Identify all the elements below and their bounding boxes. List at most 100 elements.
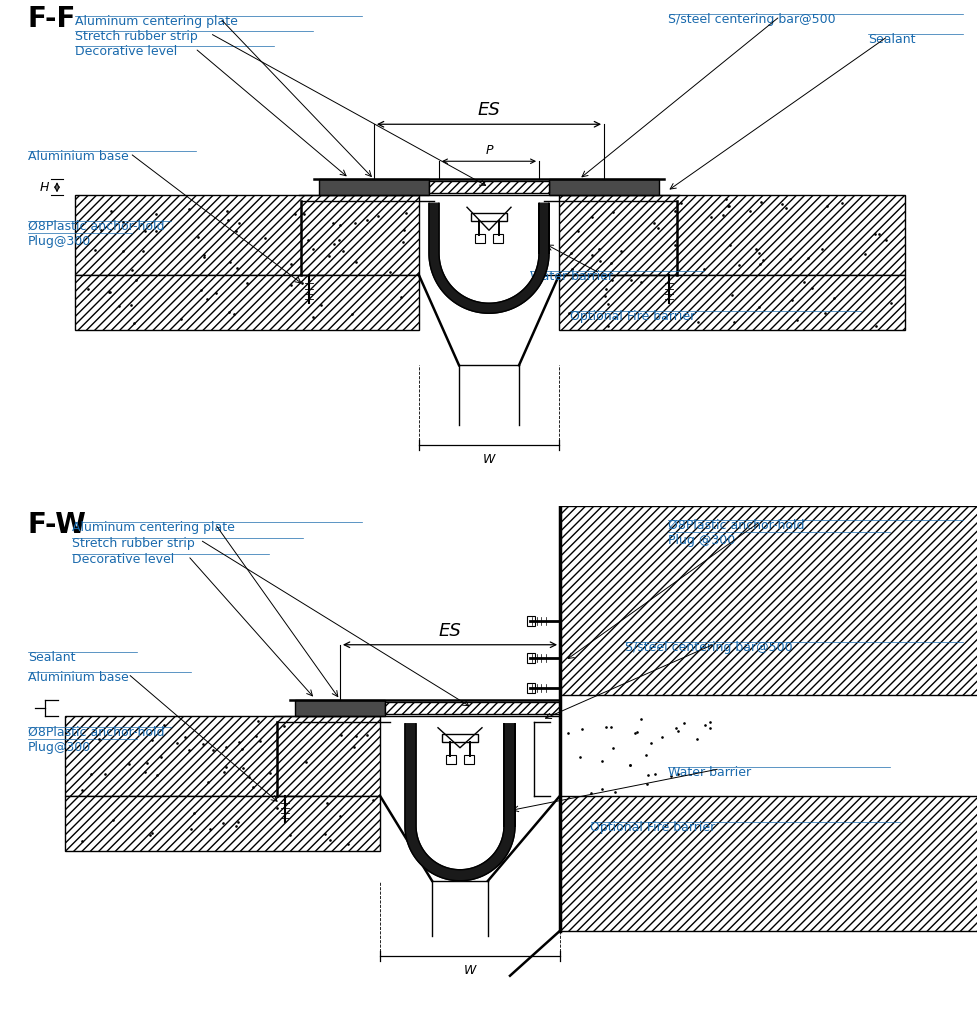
Point [650, 219, 665, 236]
Point [305, 309, 320, 326]
Point [294, 275, 310, 291]
Point [626, 725, 642, 741]
Point [218, 739, 234, 755]
Point [731, 257, 746, 273]
Point [751, 256, 767, 272]
Point [882, 295, 898, 311]
Point [867, 226, 882, 243]
Point [633, 711, 649, 727]
Point [262, 765, 277, 782]
Point [560, 725, 575, 741]
Text: F-W: F-W [28, 511, 87, 539]
Point [753, 194, 769, 210]
Point [156, 717, 172, 733]
Point [639, 766, 655, 783]
Point [137, 223, 152, 240]
Point [123, 297, 139, 313]
Polygon shape [429, 203, 548, 313]
Point [669, 723, 685, 739]
Bar [475, 235, 485, 244]
Point [833, 195, 849, 211]
Point [638, 746, 654, 762]
Point [149, 767, 165, 784]
Point [564, 261, 579, 277]
Point [123, 262, 139, 278]
Point [249, 713, 265, 729]
Bar [64, 716, 380, 796]
Point [104, 202, 119, 218]
Point [724, 287, 740, 303]
Point [621, 757, 637, 773]
Point [817, 304, 832, 320]
Point [600, 296, 616, 312]
Point [121, 756, 137, 772]
Point [701, 720, 717, 736]
Point [604, 272, 619, 288]
Bar [560, 796, 977, 931]
Point [667, 720, 683, 736]
Point [573, 721, 589, 737]
Point [202, 821, 218, 837]
Point [701, 714, 717, 730]
Point [240, 768, 256, 785]
Point [186, 805, 201, 821]
Text: Ø8Plastic anchor-hold
Plug @300: Ø8Plastic anchor-hold Plug @300 [667, 519, 804, 547]
Point [111, 298, 127, 314]
Point [857, 247, 872, 263]
Point [795, 273, 811, 289]
Point [726, 314, 742, 331]
Point [148, 223, 163, 240]
Bar [295, 700, 385, 716]
Point [603, 255, 618, 271]
Point [774, 196, 789, 212]
Point [714, 207, 730, 223]
Point [94, 222, 109, 239]
Point [604, 204, 619, 220]
Text: Ø8Plastic anchor-hold
Plug@300: Ø8Plastic anchor-hold Plug@300 [28, 726, 164, 754]
Point [91, 731, 106, 747]
Point [216, 764, 232, 780]
Point [177, 729, 192, 745]
Point [283, 256, 299, 272]
Point [227, 305, 242, 321]
Text: Stretch rubber strip: Stretch rubber strip [75, 30, 197, 43]
Point [287, 206, 303, 222]
Point [364, 792, 380, 808]
Point [219, 202, 234, 218]
Point [867, 318, 882, 335]
Point [570, 223, 585, 240]
Point [597, 719, 613, 735]
Point [784, 292, 799, 308]
Point [248, 728, 264, 744]
Point [597, 288, 613, 304]
Point [330, 232, 346, 248]
Point [750, 246, 766, 262]
Text: Aluminium base: Aluminium base [28, 151, 129, 163]
Bar [442, 734, 478, 742]
Point [348, 728, 363, 744]
Text: Decorative level: Decorative level [72, 553, 174, 566]
Point [717, 191, 733, 207]
Bar [559, 275, 904, 331]
Bar [319, 179, 429, 195]
Point [594, 780, 610, 797]
Point [231, 215, 246, 232]
Point [257, 231, 273, 247]
Point [232, 734, 247, 750]
Point [74, 833, 90, 849]
Point [799, 250, 815, 266]
Point [194, 736, 210, 752]
Point [348, 254, 363, 270]
Point [672, 195, 688, 211]
Text: Decorative level: Decorative level [75, 45, 177, 59]
Point [647, 765, 662, 782]
Text: P: P [485, 145, 492, 158]
Point [605, 740, 620, 756]
Bar [527, 616, 534, 626]
Point [326, 236, 342, 252]
Point [145, 732, 160, 748]
Point [720, 198, 736, 214]
Point [393, 288, 408, 304]
Point [305, 241, 320, 257]
Polygon shape [404, 724, 515, 881]
